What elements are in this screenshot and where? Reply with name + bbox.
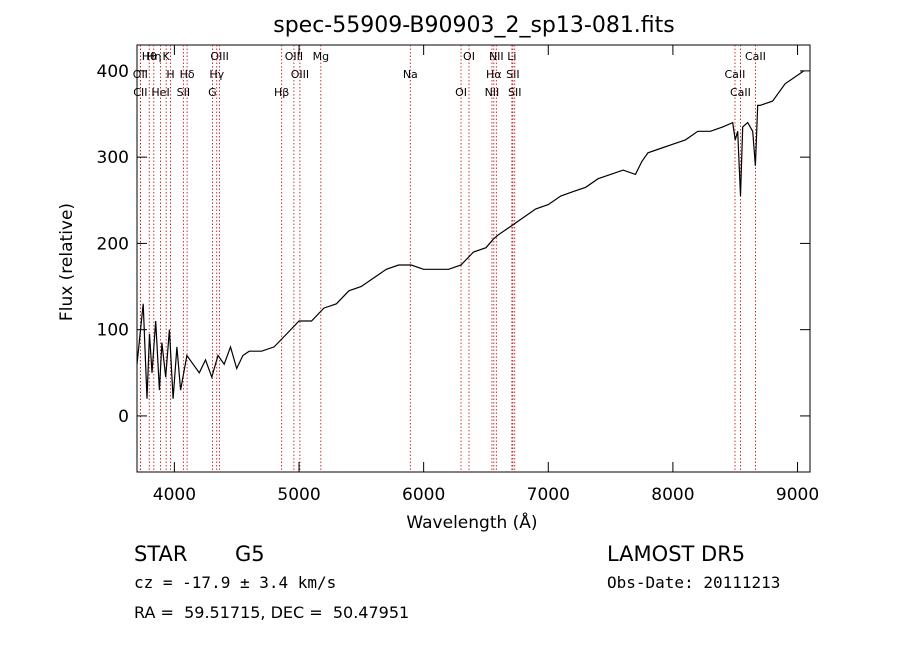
marker-label: Hδ [180, 68, 195, 81]
marker-label: Hγ [209, 68, 224, 81]
y-tick-label: 0 [118, 407, 129, 427]
y-tick-label: 300 [97, 148, 129, 168]
marker-label: Na [403, 68, 418, 81]
marker-lines: HθOIICIIKHHeIHηHδSIIOIIIHγGOIIIOIIIHβMgN… [133, 45, 766, 472]
x-tick-label: 4000 [153, 485, 196, 505]
cz-text: cz = -17.9 ± 3.4 km/s [134, 573, 337, 592]
x-tick-label: 8000 [651, 485, 694, 505]
x-tick-label: 7000 [527, 485, 570, 505]
marker-label: SII [508, 86, 521, 99]
x-tick-label: 6000 [402, 485, 445, 505]
marker-label: Hθ [142, 50, 157, 63]
marker-label: K [163, 50, 171, 63]
marker-label: OIII [210, 50, 228, 63]
marker-label: G [208, 86, 217, 99]
x-axis-label: Wavelength (Å) [406, 511, 537, 533]
marker-label: OIII [291, 68, 309, 81]
y-tick-label: 200 [97, 234, 129, 254]
marker-label: CaII [725, 68, 746, 81]
axes: 4000 5000 6000 7000 8000 9000 0 100 200 300 400 [97, 45, 819, 505]
marker-label: HeI [151, 86, 169, 99]
obs-date-text: Obs-Date: 20111213 [607, 573, 781, 592]
marker-label: SII [177, 86, 190, 99]
marker-label: Hα [486, 68, 502, 81]
chart-title: spec-55909-B90903_2_sp13-081.fits [273, 13, 675, 38]
marker-label: SII [506, 68, 519, 81]
marker-label: Hβ [274, 86, 289, 99]
plot-frame [136, 44, 811, 473]
class-label: STAR [134, 542, 188, 566]
marker-label: Li [507, 50, 516, 63]
x-tick-label: 9000 [776, 485, 819, 505]
spectrum-line [136, 70, 805, 399]
survey-label: LAMOST DR5 [607, 542, 746, 566]
coordinates-text: RA = 59.51715, DEC = 50.47951 [134, 603, 410, 622]
marker-label: H [166, 68, 174, 81]
x-tick-label: 5000 [277, 485, 320, 505]
marker-label: OIII [285, 50, 303, 63]
marker-label: CaII [745, 50, 766, 63]
marker-label: OI [463, 50, 475, 63]
spectrum-series [136, 70, 805, 399]
marker-label: Mg [313, 50, 329, 63]
marker-label: Hη [146, 50, 161, 63]
marker-label: CaII [730, 86, 751, 99]
y-axis-label: Flux (relative) [57, 203, 77, 321]
y-tick-label: 100 [97, 321, 129, 341]
y-tick-label: 400 [97, 62, 129, 82]
marker-label: NII [489, 50, 504, 63]
marker-label: NII [485, 86, 500, 99]
subclass-label: G5 [235, 542, 265, 566]
marker-label: CII [133, 86, 147, 99]
marker-label: OI [455, 86, 467, 99]
